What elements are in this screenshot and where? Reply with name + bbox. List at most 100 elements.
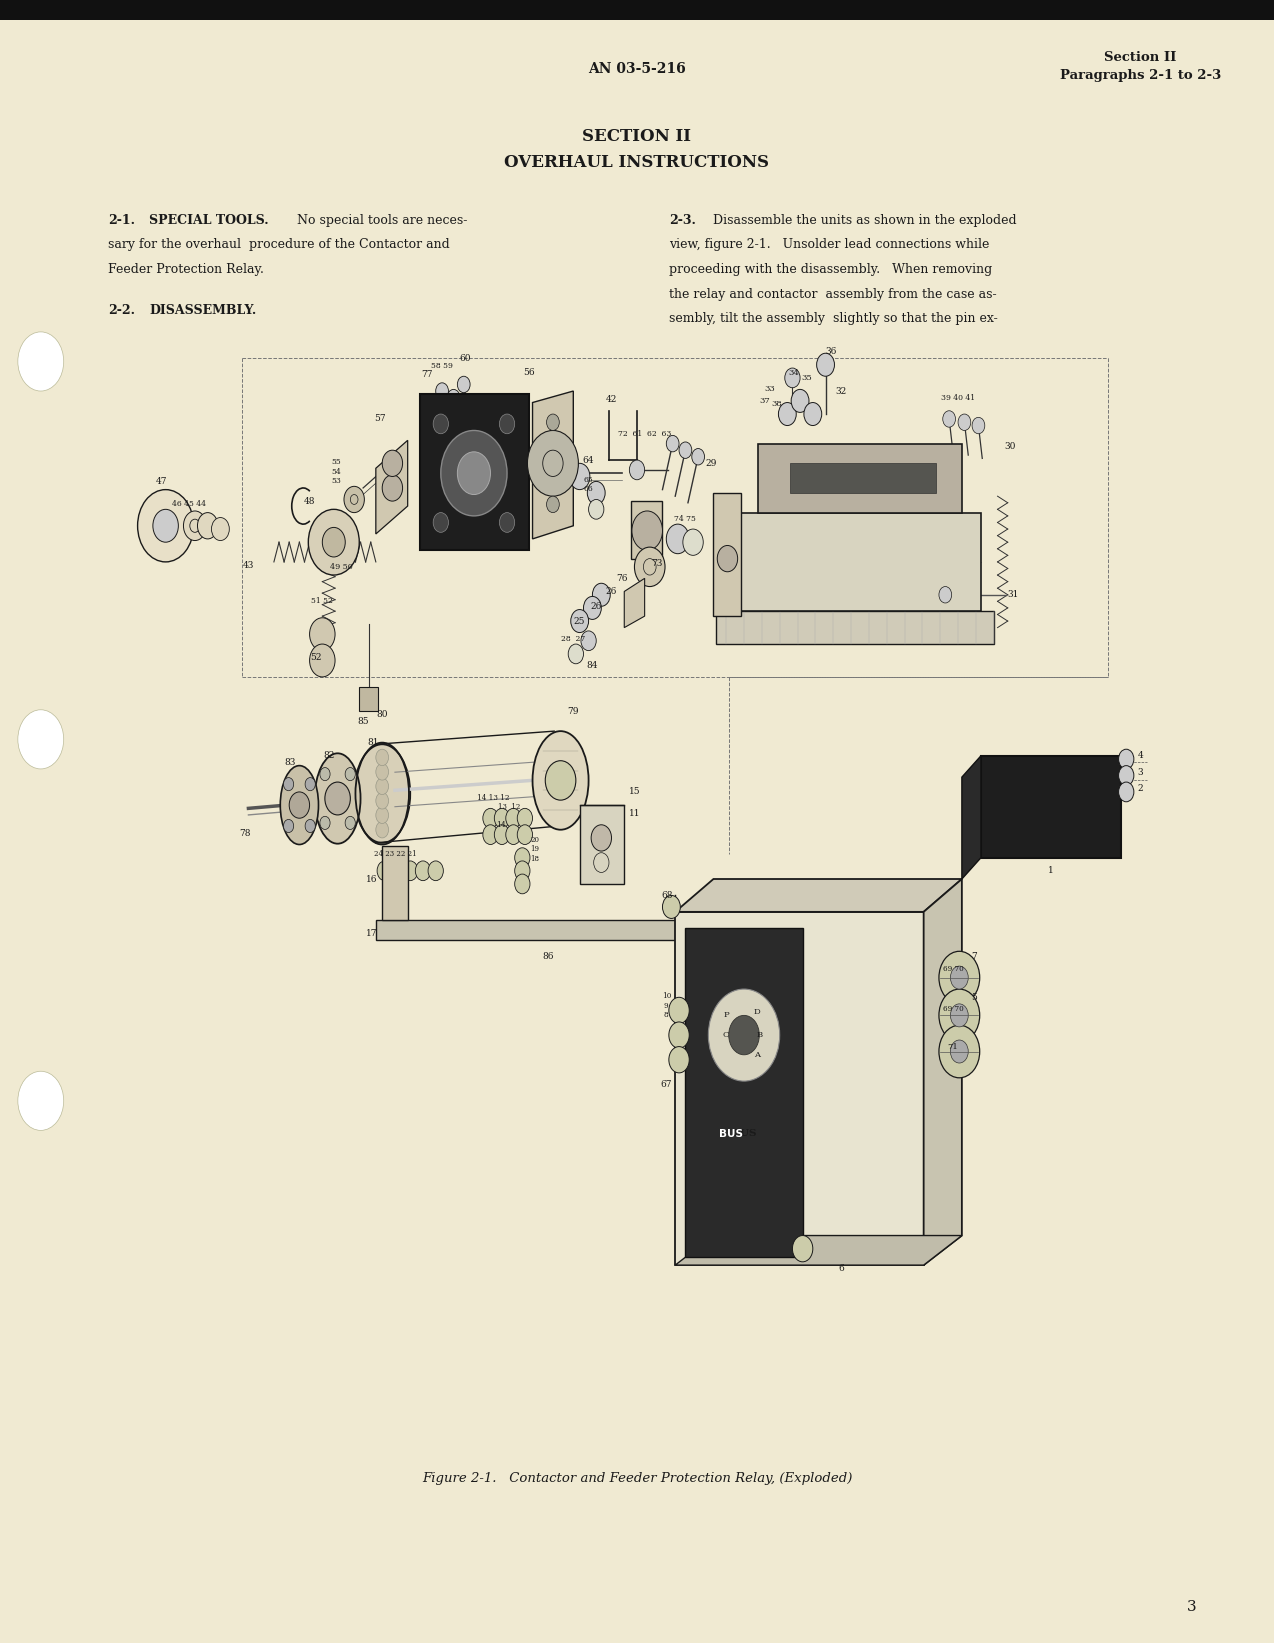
Ellipse shape — [280, 766, 318, 845]
Text: 60: 60 — [459, 353, 471, 363]
Circle shape — [494, 808, 510, 828]
Text: 76: 76 — [615, 573, 628, 583]
Text: 49 50: 49 50 — [330, 564, 353, 570]
Circle shape — [517, 808, 533, 828]
Circle shape — [433, 414, 448, 434]
Text: 15: 15 — [628, 787, 641, 797]
Circle shape — [322, 527, 345, 557]
Text: 2-3.: 2-3. — [669, 214, 696, 227]
Bar — [382, 846, 408, 920]
Text: 3: 3 — [1138, 767, 1143, 777]
Text: 83: 83 — [285, 757, 296, 767]
Circle shape — [939, 989, 980, 1042]
Text: 42: 42 — [606, 394, 617, 404]
Circle shape — [436, 383, 448, 399]
Circle shape — [403, 861, 418, 881]
Circle shape — [289, 792, 310, 818]
Polygon shape — [758, 444, 962, 513]
Circle shape — [138, 490, 194, 562]
Text: 33: 33 — [764, 386, 775, 393]
Text: No special tools are neces-: No special tools are neces- — [297, 214, 468, 227]
Polygon shape — [924, 879, 962, 1265]
Circle shape — [569, 463, 590, 490]
Circle shape — [376, 822, 389, 838]
Circle shape — [778, 403, 796, 426]
Polygon shape — [962, 756, 981, 879]
Circle shape — [376, 779, 389, 795]
Circle shape — [547, 414, 559, 430]
Text: sary for the overhaul  procedure of the Contactor and: sary for the overhaul procedure of the C… — [108, 238, 450, 251]
Text: 32: 32 — [836, 386, 846, 396]
Circle shape — [428, 861, 443, 881]
Circle shape — [515, 874, 530, 894]
Circle shape — [958, 414, 971, 430]
Text: SPECIAL TOOLS.: SPECIAL TOOLS. — [149, 214, 269, 227]
Text: 51 52: 51 52 — [311, 598, 334, 605]
Text: 14 13 12: 14 13 12 — [476, 795, 510, 802]
Circle shape — [972, 417, 985, 434]
Circle shape — [153, 509, 178, 542]
Text: Paragraphs 2-1 to 2-3: Paragraphs 2-1 to 2-3 — [1060, 69, 1220, 82]
Circle shape — [325, 782, 350, 815]
Text: 25: 25 — [573, 616, 586, 626]
Text: 55
54
53: 55 54 53 — [331, 458, 341, 485]
Text: 1: 1 — [1049, 866, 1054, 876]
Polygon shape — [533, 391, 573, 539]
Text: Figure 2-1.   Contactor and Feeder Protection Relay, (Exploded): Figure 2-1. Contactor and Feeder Protect… — [422, 1472, 852, 1485]
Text: SECTION II: SECTION II — [582, 128, 692, 145]
Circle shape — [304, 820, 315, 833]
Circle shape — [211, 518, 229, 541]
Circle shape — [376, 792, 389, 808]
Circle shape — [729, 1015, 759, 1055]
Text: 84: 84 — [586, 660, 599, 670]
Circle shape — [587, 481, 605, 504]
Text: 85: 85 — [357, 716, 369, 726]
Text: 10
9
8: 10 9 8 — [661, 992, 671, 1019]
Bar — [420, 394, 529, 550]
Bar — [0, 0, 1274, 20]
Circle shape — [447, 389, 460, 406]
Text: 31: 31 — [1008, 590, 1018, 600]
Circle shape — [376, 764, 389, 780]
Text: Feeder Protection Relay.: Feeder Protection Relay. — [108, 263, 264, 276]
Polygon shape — [675, 912, 924, 1265]
Text: 14: 14 — [496, 822, 506, 828]
Polygon shape — [675, 879, 962, 912]
Text: 67: 67 — [660, 1079, 673, 1089]
Circle shape — [950, 1040, 968, 1063]
Text: 58 59: 58 59 — [431, 363, 454, 370]
Text: 11: 11 — [628, 808, 641, 818]
Circle shape — [545, 761, 576, 800]
Circle shape — [376, 807, 389, 823]
Circle shape — [18, 710, 64, 769]
Circle shape — [499, 513, 515, 532]
Circle shape — [629, 460, 645, 480]
Circle shape — [547, 496, 559, 513]
Circle shape — [18, 1071, 64, 1130]
Text: Disassemble the units as shown in the exploded: Disassemble the units as shown in the ex… — [713, 214, 1017, 227]
Circle shape — [571, 610, 589, 633]
Text: 34: 34 — [789, 370, 799, 376]
Text: 82: 82 — [324, 751, 334, 761]
Circle shape — [441, 430, 507, 516]
Text: 16: 16 — [366, 874, 378, 884]
Circle shape — [345, 817, 355, 830]
Text: 81: 81 — [367, 738, 380, 748]
Circle shape — [634, 547, 665, 587]
Circle shape — [284, 820, 294, 833]
Text: 71: 71 — [948, 1043, 958, 1050]
Circle shape — [197, 513, 218, 539]
Bar — [713, 493, 741, 616]
Text: 2-2.: 2-2. — [108, 304, 135, 317]
Circle shape — [284, 777, 294, 790]
Text: 17: 17 — [366, 928, 378, 938]
Text: 4: 4 — [1138, 751, 1143, 761]
Text: A: A — [754, 1052, 759, 1058]
Text: 77: 77 — [420, 370, 433, 380]
Circle shape — [320, 817, 330, 830]
Polygon shape — [580, 805, 624, 884]
Text: 74 75: 74 75 — [674, 516, 697, 522]
Circle shape — [939, 951, 980, 1004]
Text: 24 23 22 21: 24 23 22 21 — [373, 851, 417, 858]
Circle shape — [382, 475, 403, 501]
